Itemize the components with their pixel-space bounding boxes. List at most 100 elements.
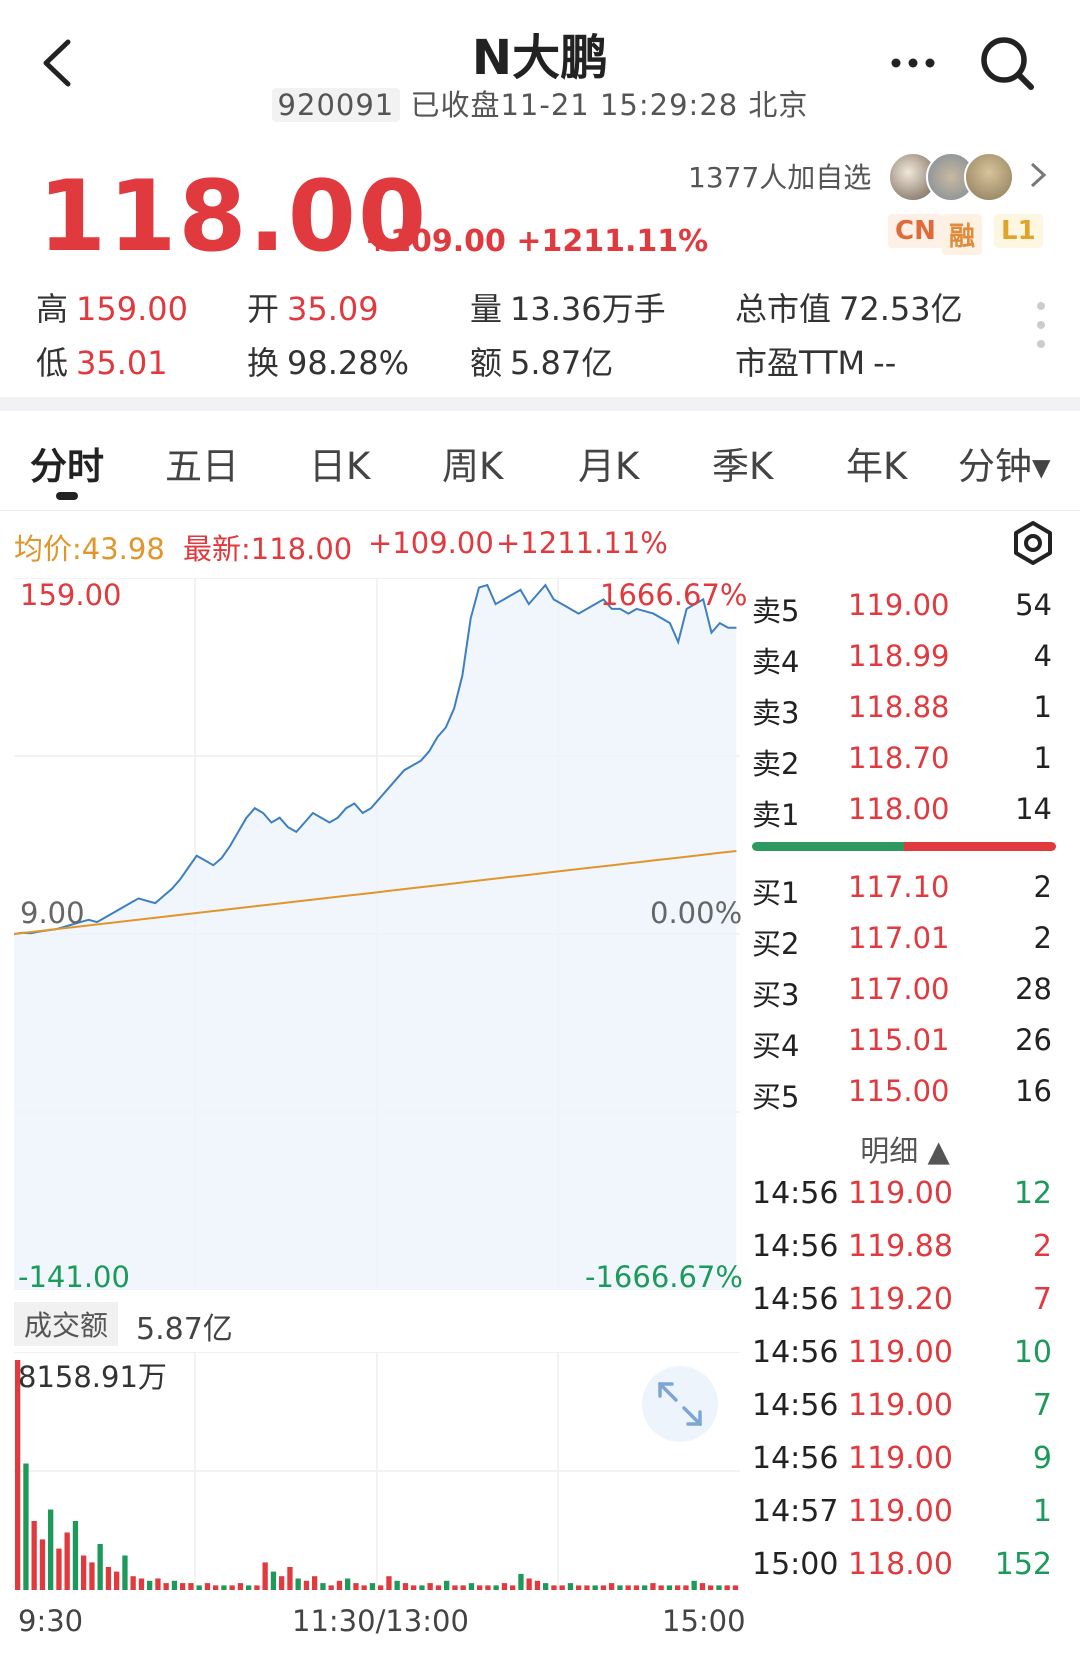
level-qty: 26 bbox=[1015, 1023, 1052, 1057]
volume-bar bbox=[625, 1585, 631, 1590]
volume-bar bbox=[72, 1521, 79, 1590]
trade-price: 119.00 bbox=[848, 1494, 953, 1529]
tab-weekly-k[interactable]: 周K bbox=[442, 445, 504, 488]
volume-bar bbox=[543, 1583, 549, 1590]
volume-bar bbox=[147, 1580, 153, 1590]
level-price: 118.70 bbox=[848, 741, 950, 775]
section-divider bbox=[0, 397, 1080, 411]
ask-row[interactable]: 卖4 118.99 4 bbox=[752, 629, 1058, 680]
stat-label: 总市值 bbox=[735, 290, 832, 328]
volume-bar bbox=[708, 1585, 714, 1590]
time-open: 9:30 bbox=[18, 1604, 84, 1638]
latest-change: +109.00 bbox=[368, 526, 494, 560]
level-label: 买5 bbox=[752, 1080, 800, 1114]
volume-bar bbox=[39, 1539, 46, 1590]
volume-panel-label[interactable]: 成交额 bbox=[14, 1302, 119, 1346]
avatar bbox=[964, 152, 1014, 202]
level-label: 卖4 bbox=[752, 645, 800, 679]
tab-five-day[interactable]: 五日 bbox=[165, 445, 239, 488]
back-arrow-icon[interactable] bbox=[38, 38, 78, 88]
volume-bar bbox=[609, 1583, 615, 1590]
volume-bar bbox=[353, 1583, 359, 1590]
axis-mid-pct: 0.00% bbox=[650, 896, 743, 930]
volume-bar bbox=[138, 1578, 145, 1590]
watcher-avatars[interactable] bbox=[888, 152, 1018, 202]
tag-margin[interactable]: 融 bbox=[942, 214, 983, 255]
volume-bar bbox=[295, 1578, 301, 1590]
watchers-count[interactable]: 1377人加自选 bbox=[688, 161, 872, 194]
stat-value: 5.87亿 bbox=[510, 344, 614, 382]
settings-gear-icon[interactable] bbox=[1010, 520, 1056, 566]
chevron-right-icon[interactable] bbox=[1028, 160, 1048, 190]
level-qty: 54 bbox=[1015, 588, 1052, 622]
volume-chart bbox=[14, 1352, 740, 1590]
bid-row[interactable]: 买3 117.00 28 bbox=[752, 962, 1058, 1013]
axis-bottom-pct: -1666.67% bbox=[585, 1260, 743, 1294]
tab-monthly-k[interactable]: 月K bbox=[578, 445, 640, 488]
trade-qty: 9 bbox=[1032, 1441, 1052, 1476]
volume-bar bbox=[468, 1583, 475, 1590]
trade-time: 14:56 bbox=[752, 1282, 839, 1317]
bid-row[interactable]: 买1 117.10 2 bbox=[752, 860, 1058, 911]
volume-bar bbox=[510, 1585, 516, 1590]
ask-row[interactable]: 卖5 119.00 54 bbox=[752, 578, 1058, 629]
volume-bar bbox=[477, 1585, 483, 1590]
level-price: 115.00 bbox=[848, 1074, 950, 1108]
bid-ratio bbox=[752, 842, 904, 851]
more-icon[interactable] bbox=[888, 48, 938, 78]
price-line bbox=[14, 583, 737, 935]
more-vertical-icon[interactable] bbox=[1036, 300, 1046, 350]
trade-details-header[interactable]: 明细 ▲ bbox=[860, 1134, 950, 1168]
intraday-price-chart[interactable] bbox=[14, 578, 740, 1290]
volume-bar bbox=[452, 1585, 458, 1590]
trade-time: 15:00 bbox=[752, 1547, 839, 1582]
trade-qty: 7 bbox=[1032, 1388, 1052, 1423]
trade-price: 119.20 bbox=[848, 1282, 953, 1317]
trade-price: 119.00 bbox=[848, 1176, 953, 1211]
volume-bar bbox=[435, 1585, 442, 1590]
stat-label: 换 bbox=[247, 344, 280, 382]
expand-icon bbox=[658, 1382, 702, 1426]
time-midday: 11:30/13:00 bbox=[292, 1604, 469, 1638]
volume-bar bbox=[691, 1580, 697, 1590]
ask-row[interactable]: 卖2 118.70 1 bbox=[752, 731, 1058, 782]
trade-row: 14:57 119.00 1 bbox=[752, 1486, 1058, 1539]
tab-intraday[interactable]: 分时 bbox=[30, 445, 104, 488]
volume-bar bbox=[64, 1532, 70, 1590]
search-icon[interactable] bbox=[978, 34, 1036, 92]
axis-top-price: 159.00 bbox=[20, 578, 122, 612]
bid-row[interactable]: 买4 115.01 26 bbox=[752, 1013, 1058, 1064]
volume-bar bbox=[155, 1578, 161, 1590]
tab-yearly-k[interactable]: 年K bbox=[846, 445, 908, 488]
volume-bar bbox=[732, 1585, 739, 1590]
trade-row: 15:00 118.00 152 bbox=[752, 1539, 1058, 1592]
stat-low: 低 35.01 bbox=[36, 338, 168, 384]
tab-minute-dropdown[interactable]: 分钟▾ bbox=[958, 445, 1051, 488]
expand-chart-button[interactable] bbox=[642, 1366, 718, 1442]
volume-bar bbox=[114, 1571, 120, 1590]
tag-cn[interactable]: CN bbox=[888, 214, 943, 248]
tab-quarterly-k[interactable]: 季K bbox=[712, 445, 774, 488]
volume-bar bbox=[56, 1548, 62, 1590]
volume-bar bbox=[320, 1583, 326, 1590]
ask-row[interactable]: 卖3 118.88 1 bbox=[752, 680, 1058, 731]
market-status: 已收盘11-21 15:29:28 北京 bbox=[410, 88, 809, 122]
volume-bar bbox=[287, 1567, 293, 1590]
tag-l1[interactable]: L1 bbox=[994, 214, 1043, 248]
stock-code: 920091 bbox=[271, 88, 401, 122]
volume-bar bbox=[551, 1585, 557, 1590]
volume-bar bbox=[303, 1580, 310, 1590]
bid-row[interactable]: 买2 117.01 2 bbox=[752, 911, 1058, 962]
trade-time: 14:56 bbox=[752, 1176, 839, 1211]
ask-row[interactable]: 卖1 118.00 14 bbox=[752, 782, 1058, 833]
tab-daily-k[interactable]: 日K bbox=[309, 445, 371, 488]
volume-bar bbox=[237, 1583, 244, 1590]
volume-bar bbox=[23, 1463, 29, 1590]
trade-price: 119.00 bbox=[848, 1388, 953, 1423]
change-percent: +1211.11% bbox=[516, 224, 709, 259]
trade-price: 119.88 bbox=[848, 1229, 953, 1264]
bid-row[interactable]: 买5 115.00 16 bbox=[752, 1064, 1058, 1115]
volume-bar bbox=[501, 1583, 508, 1590]
volume-bar bbox=[402, 1583, 409, 1590]
volume-bar bbox=[666, 1585, 673, 1590]
